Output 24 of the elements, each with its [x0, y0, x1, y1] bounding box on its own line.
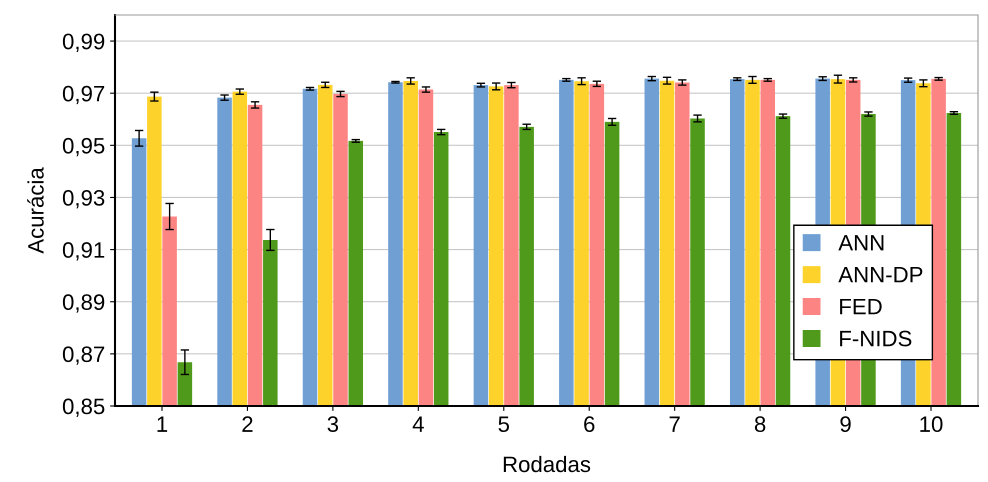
x-tick-label: 8: [754, 416, 766, 432]
x-tick-label: 1: [158, 416, 168, 432]
x-tick-label: 3: [328, 416, 338, 432]
legend-label: ANN-DP: [838, 267, 922, 282]
y-tick-label: 0,89: [62, 294, 104, 313]
x-tick-label: 10: [920, 416, 942, 432]
y-tick-label: 0,85: [62, 398, 104, 417]
y-tick-label: 0,87: [62, 346, 104, 365]
x-tick-label: 5: [498, 416, 510, 432]
x-tick-label: 6: [584, 416, 594, 432]
x-tick-label: 7: [670, 416, 680, 432]
y-tick-label: 0,91: [62, 242, 104, 260]
y-tick-label: 0,95: [62, 138, 104, 156]
legend-label: FED: [840, 298, 882, 314]
y-tick-label: 0,99: [62, 34, 104, 52]
y-axis-title: Acurácia: [27, 167, 44, 254]
x-axis-title: Rodadas: [504, 456, 590, 472]
x-tick-label: 4: [412, 416, 424, 432]
y-tick-label: 0,93: [62, 190, 104, 208]
legend-label: ANN: [838, 235, 884, 250]
x-tick-label: 2: [242, 416, 253, 432]
y-tick-label: 0,97: [62, 86, 104, 104]
x-tick-label: 9: [840, 416, 851, 432]
legend-label: F-NIDS: [840, 330, 912, 346]
